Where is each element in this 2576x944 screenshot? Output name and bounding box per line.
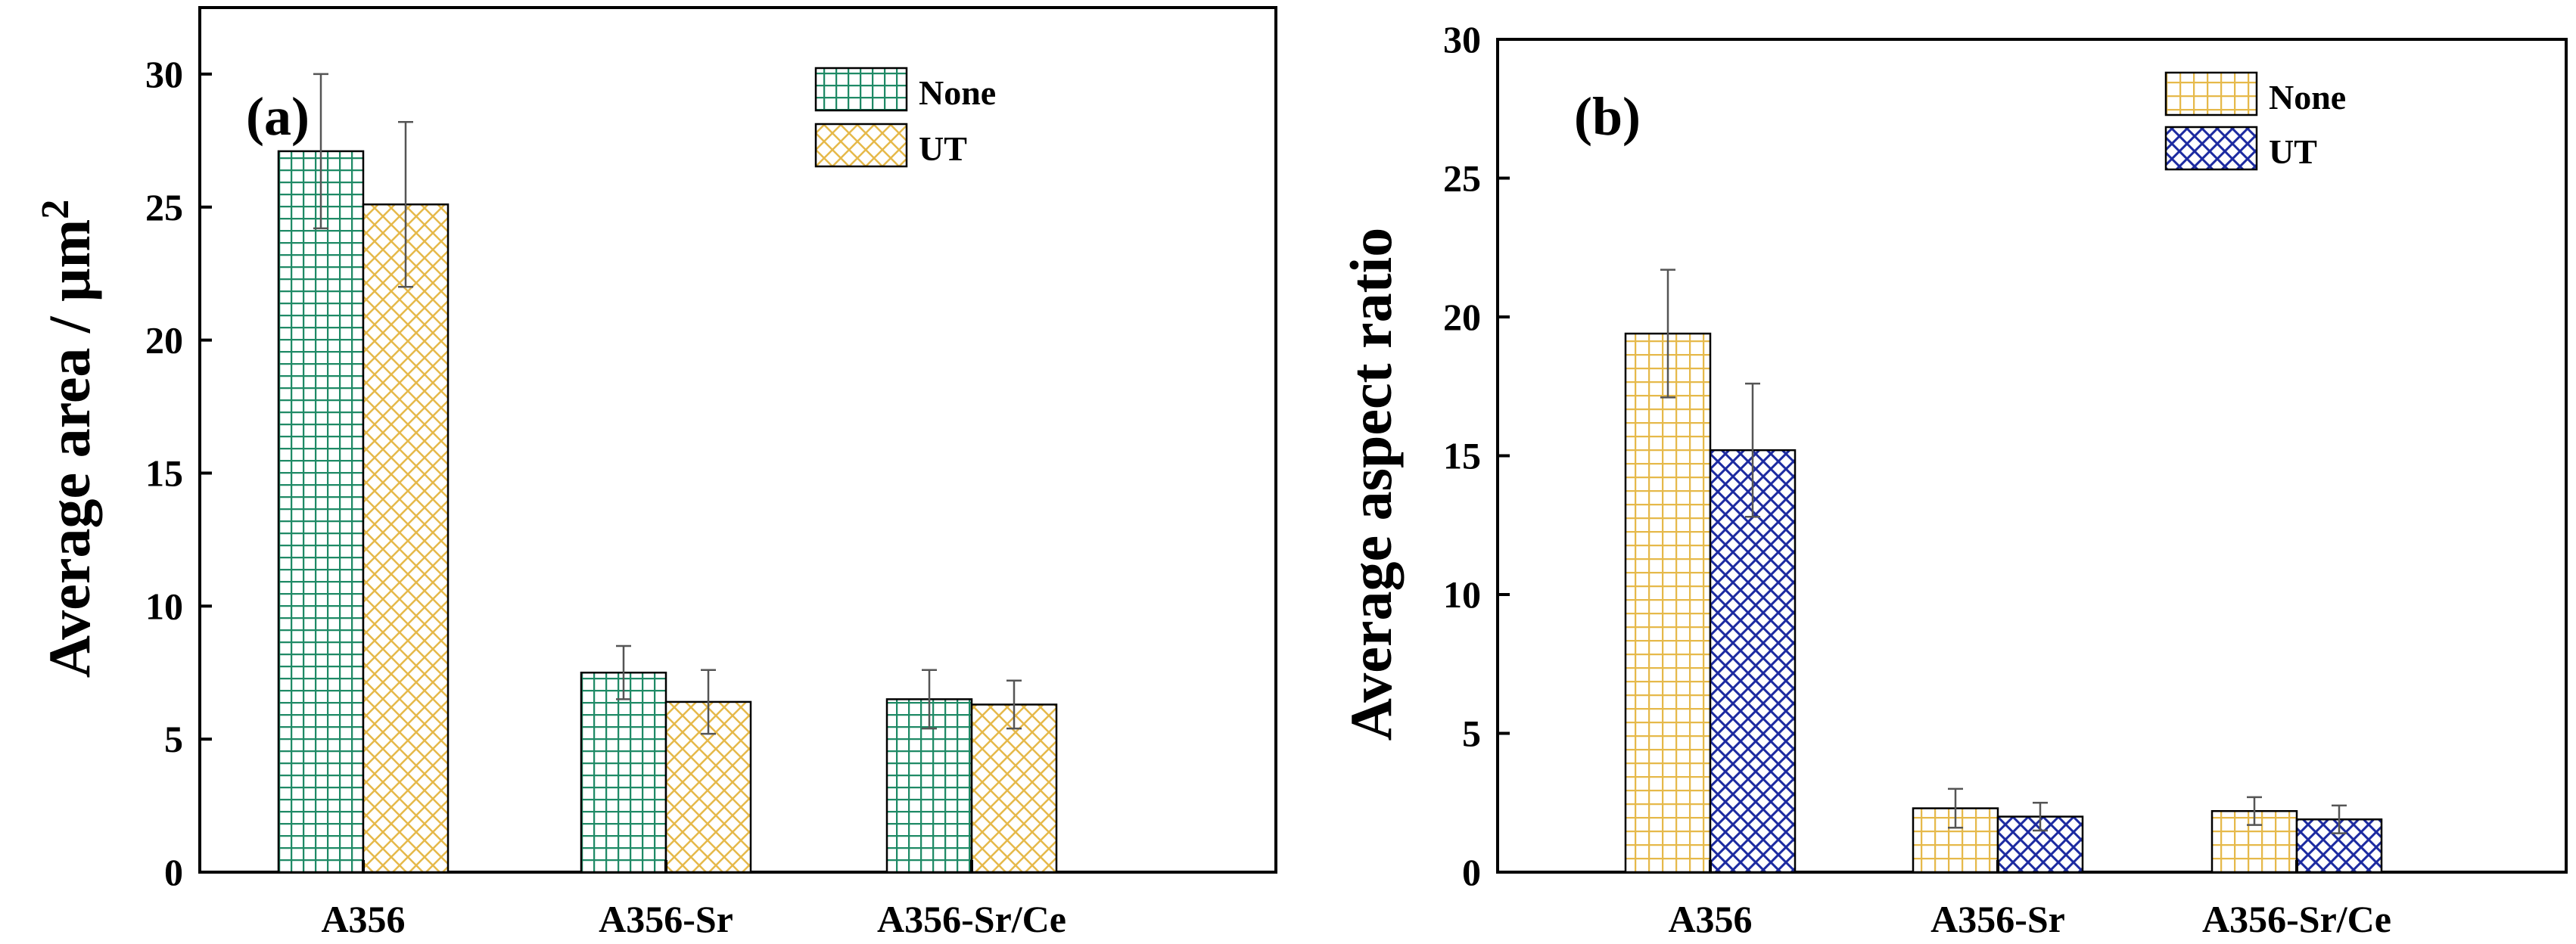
legend-swatch-ut-b <box>2164 126 2258 171</box>
x-axis-labels-a: A356 A356-Sr A356-Sr/Ce <box>321 860 1066 940</box>
x-tick-label: A356-Sr/Ce <box>877 898 1066 940</box>
y-tick-label: 0 <box>164 851 183 893</box>
x-tick-label: A356-Sr <box>1930 898 2065 940</box>
error-bar <box>1660 269 1675 399</box>
y-tick-label: 10 <box>145 585 183 627</box>
legend-a: None UT <box>814 67 996 168</box>
bar-none-a356 <box>1624 332 1712 874</box>
y-axis-title-b: Average aspect ratio <box>1338 228 1404 741</box>
x-tick-label: A356 <box>1668 898 1752 940</box>
legend-label-ut-b: UT <box>2269 132 2317 171</box>
bar-ut-a356 <box>1709 449 1797 874</box>
y-tick-label: 25 <box>145 186 183 228</box>
error-bar <box>398 120 413 288</box>
y-tick-label: 20 <box>145 319 183 362</box>
panel-label-a: (a) <box>246 86 310 147</box>
error-bar <box>701 669 716 735</box>
y-tick-label: 30 <box>145 53 183 95</box>
x-axis-labels-b: A356 A356-Sr A356-Sr/Ce <box>1668 860 2391 940</box>
y-tick-label: 25 <box>1443 157 1481 200</box>
error-bar <box>616 644 631 700</box>
y-axis-title-a: Average area / μm2 <box>34 200 103 678</box>
y-tick-label: 30 <box>1443 18 1481 61</box>
bar-ut-a356-sr <box>664 700 752 874</box>
x-tick-label: A356-Sr <box>599 898 733 940</box>
legend-swatch-none-a <box>814 67 908 112</box>
legend-label-none-b: None <box>2269 78 2346 116</box>
bars-a <box>277 73 1058 874</box>
error-bar <box>2332 804 2347 834</box>
y-tick-label: 0 <box>1462 851 1481 893</box>
y-tick-label: 15 <box>1443 435 1481 477</box>
y-tick-label: 5 <box>164 718 183 760</box>
y-tick-label: 20 <box>1443 296 1481 338</box>
legend-swatch-none-b <box>2164 71 2258 116</box>
y-tick-label: 15 <box>145 452 183 494</box>
error-bar <box>313 73 328 230</box>
y-tick-label: 10 <box>1443 573 1481 616</box>
bar-ut-a356 <box>362 203 450 874</box>
panel-a: 0 5 10 15 20 25 30 A356 A356-Sr A356-Sr/Ce (a) A… <box>34 6 1277 940</box>
legend-b: None UT <box>2164 71 2346 171</box>
panel-label-b: (b) <box>1574 86 1641 147</box>
legend-label-ut-a: UT <box>919 129 967 168</box>
bar-none-a356-sr <box>580 671 667 874</box>
error-bar <box>1948 787 1963 829</box>
error-bar <box>1006 679 1022 730</box>
error-bar <box>922 669 937 730</box>
error-bar <box>2247 796 2262 826</box>
x-tick-label: A356-Sr/Ce <box>2202 898 2391 940</box>
bar-none-a356-sr-ce <box>885 698 973 874</box>
y-axis-ticks-b: 0 5 10 15 20 25 30 <box>1443 18 1510 893</box>
bar-ut-a356-sr-ce <box>970 703 1058 874</box>
error-bar <box>2033 802 2048 832</box>
legend-label-none-a: None <box>919 73 996 112</box>
bars-b <box>1624 269 2383 874</box>
error-bar <box>1745 382 1760 518</box>
panel-b: 0 5 10 15 20 25 30 A356 A356-Sr A356-Sr/Ce (b) A… <box>1338 18 2568 940</box>
x-tick-label: A356 <box>321 898 405 940</box>
legend-swatch-ut-a <box>814 123 908 168</box>
y-axis-ticks-a: 0 5 10 15 20 25 30 <box>145 53 212 893</box>
y-tick-label: 5 <box>1462 713 1481 755</box>
bar-none-a356 <box>277 150 365 874</box>
